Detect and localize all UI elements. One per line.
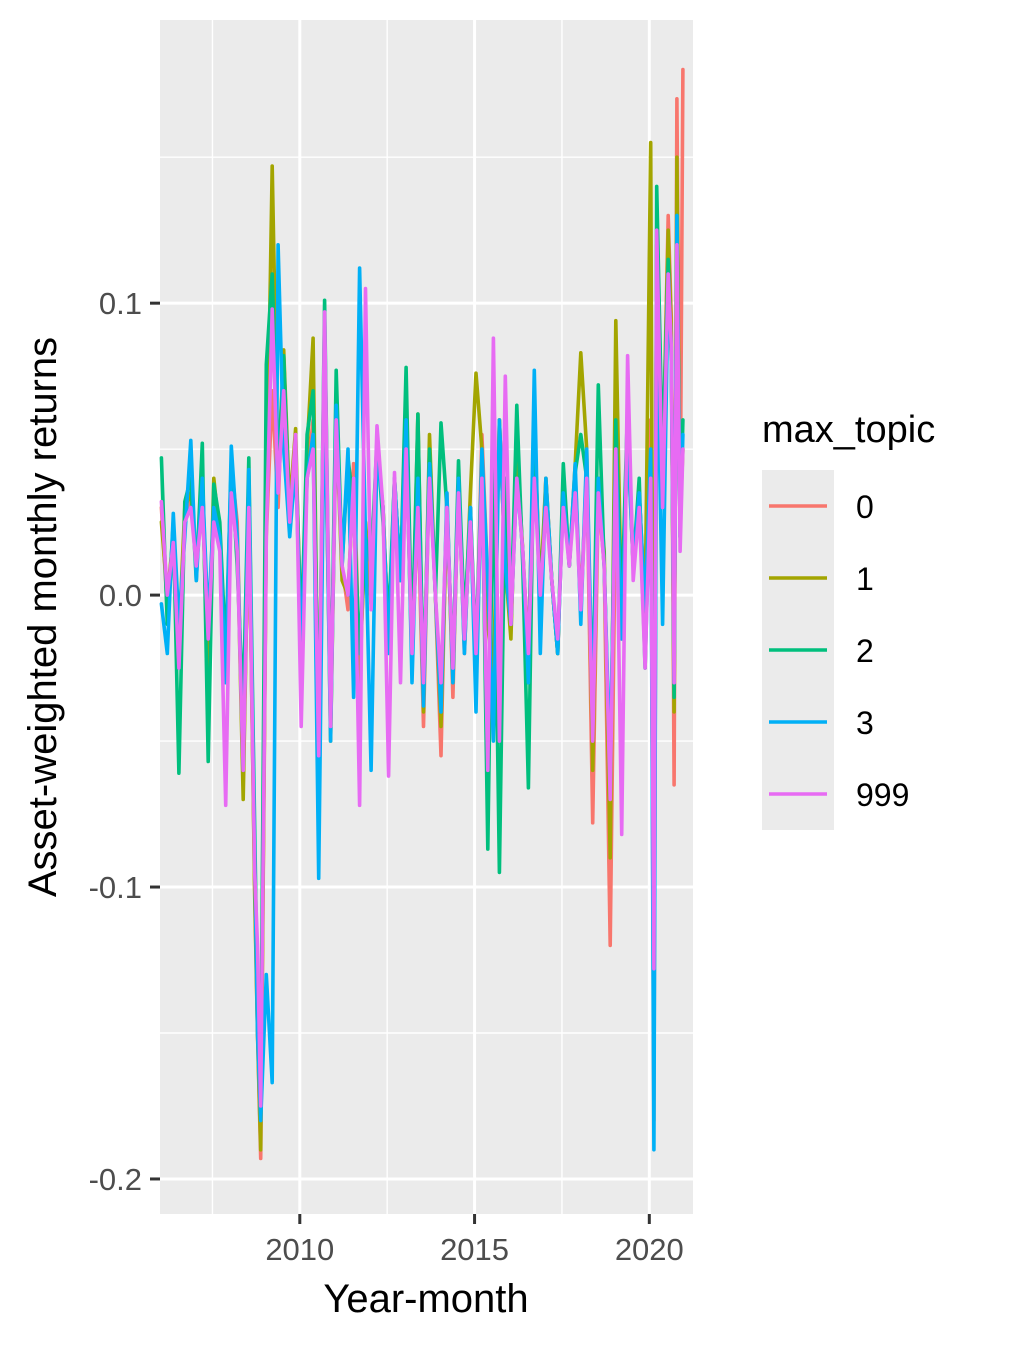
grid-minor <box>160 20 693 1214</box>
legend-label-2: 2 <box>856 633 874 669</box>
legend: max_topic 0 1 2 3 999 <box>762 409 935 830</box>
x-axis: 2010 2015 2020 <box>265 1214 684 1267</box>
y-axis-title: Asset-weighted monthly returns <box>21 337 65 897</box>
series-layer <box>159 67 685 1161</box>
y-tick-label: -0.1 <box>89 870 142 905</box>
legend-items: 0 1 2 3 999 <box>769 489 909 813</box>
series-line-999 <box>159 228 685 1108</box>
y-tick-label: 0.0 <box>99 578 142 613</box>
legend-label-3: 3 <box>856 705 874 741</box>
legend-label-1: 1 <box>856 561 874 597</box>
legend-label-999: 999 <box>856 777 909 813</box>
x-tick-label: 2020 <box>615 1232 684 1267</box>
x-tick-label: 2010 <box>265 1232 334 1267</box>
x-tick-label: 2015 <box>440 1232 509 1267</box>
y-tick-label: -0.2 <box>89 1162 142 1197</box>
x-axis-title: Year-month <box>323 1277 528 1321</box>
legend-label-0: 0 <box>856 489 874 525</box>
y-axis: -0.2 -0.1 0.0 0.1 <box>89 286 160 1197</box>
legend-title: max_topic <box>762 409 935 451</box>
y-tick-label: 0.1 <box>99 286 142 321</box>
